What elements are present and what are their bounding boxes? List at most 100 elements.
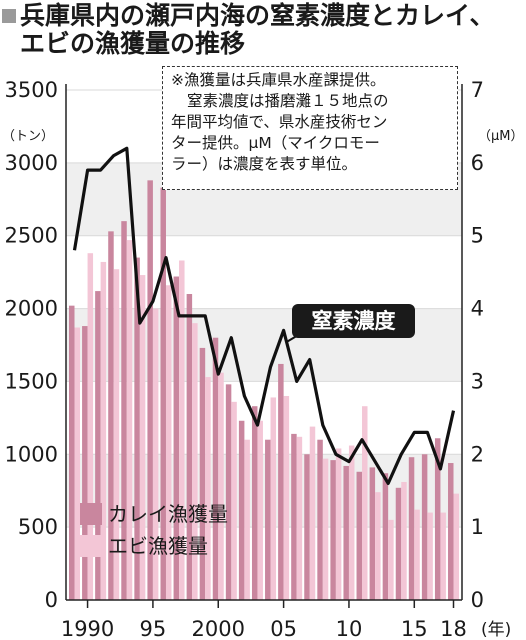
bar-flounder xyxy=(238,420,245,600)
tick-labels: 0 500 1000 1500 2000 2500 3000 3500 0 1 2 3 4 5 6 7 1990… xyxy=(5,78,484,640)
bar-shrimp xyxy=(453,493,459,600)
bar-shrimp xyxy=(322,458,329,600)
bar-shrimp xyxy=(257,420,263,600)
x-tick-label: 1990 xyxy=(61,617,114,640)
right-tick-label: 7 xyxy=(471,78,484,102)
bar-flounder xyxy=(317,439,323,600)
bar-shrimp xyxy=(414,509,420,600)
bar-shrimp xyxy=(74,327,80,600)
bar-flounder xyxy=(173,276,180,600)
x-tick-label: 95 xyxy=(140,617,167,640)
bar-flounder xyxy=(421,454,428,600)
bar-shrimp xyxy=(139,275,146,600)
bar-flounder xyxy=(225,384,232,600)
bar-flounder xyxy=(448,463,454,600)
x-tick-label: 15 xyxy=(401,617,428,640)
bar-flounder xyxy=(251,406,258,600)
right-tick-label: 5 xyxy=(471,224,484,248)
bar-flounder xyxy=(395,487,402,600)
note-line: ※漁獲量は兵庫県水産課提供。 xyxy=(171,71,386,89)
bar-flounder xyxy=(108,231,114,601)
bar-flounder xyxy=(291,433,297,600)
bar-flounder xyxy=(186,294,193,600)
left-tick-label: 2500 xyxy=(5,224,58,248)
legend-swatch-shrimp xyxy=(80,535,102,557)
bar-flounder xyxy=(369,467,376,600)
bar-flounder xyxy=(82,326,88,600)
bar-flounder xyxy=(160,187,166,600)
note-line: ラー）は濃度を表す単位。 xyxy=(171,155,358,173)
x-tick-label: 18 xyxy=(440,617,467,640)
legend-item-shrimp: エビ漁獲量 xyxy=(80,530,228,562)
bar-shrimp xyxy=(192,323,198,600)
bar-flounder xyxy=(434,438,441,600)
bar-shrimp xyxy=(152,308,159,600)
title-line-2: エビの漁獲量の推移 xyxy=(20,29,246,58)
bar-shrimp xyxy=(362,406,368,600)
bar-flounder xyxy=(199,347,206,600)
bar-shrimp xyxy=(231,401,237,600)
bar-flounder xyxy=(278,363,284,600)
bar-flounder xyxy=(212,337,219,600)
bar-shrimp xyxy=(401,481,407,600)
left-tick-label: 1500 xyxy=(5,369,58,393)
bar-shrimp xyxy=(388,519,394,600)
bar-shrimp xyxy=(218,372,224,600)
source-note: ※漁獲量は兵庫県水産課提供。 窒素濃度は播磨灘１５地点の 年間平均値で、県水産技… xyxy=(162,66,458,190)
bar-shrimp xyxy=(179,260,185,600)
bar-flounder xyxy=(147,180,153,601)
left-tick-label: 2000 xyxy=(5,297,58,321)
left-tick-label: 3500 xyxy=(5,78,58,102)
note-line: 年間平均値で、県水産技術セン xyxy=(171,113,388,131)
bar-shrimp xyxy=(375,492,381,600)
right-tick-label: 6 xyxy=(471,151,484,175)
bar-flounder xyxy=(356,471,363,600)
right-tick-label: 0 xyxy=(471,588,484,612)
bar-shrimp xyxy=(309,426,316,600)
legend: カレイ漁獲量 エビ漁獲量 xyxy=(80,498,228,562)
bar-series xyxy=(69,180,459,601)
bar-flounder xyxy=(95,291,101,600)
nitrogen-callout-label: 窒素濃度 xyxy=(292,304,415,338)
bar-shrimp xyxy=(126,240,133,601)
bar-shrimp xyxy=(100,261,107,600)
bar-flounder xyxy=(343,465,349,600)
left-tick-label: 1000 xyxy=(5,442,58,466)
bar-shrimp xyxy=(296,436,303,600)
note-line: ター提供。μM（マイクロモー xyxy=(171,134,380,152)
legend-label-flounder: カレイ漁獲量 xyxy=(108,502,228,526)
bar-shrimp xyxy=(205,377,211,600)
bar-flounder xyxy=(121,221,127,600)
bar-shrimp xyxy=(113,269,120,600)
title-line-1: 兵庫県内の瀬戸内海の窒素濃度とカレイ、 xyxy=(0,2,526,30)
bar-flounder xyxy=(304,454,310,600)
x-tick-label: 10 xyxy=(336,617,363,640)
bar-shrimp xyxy=(165,285,172,600)
note-line: 窒素濃度は播磨灘１５地点の xyxy=(187,92,389,110)
bar-shrimp xyxy=(270,397,277,600)
right-tick-label: 2 xyxy=(471,442,484,466)
title-marker-icon xyxy=(2,8,16,23)
right-tick-label: 1 xyxy=(471,515,484,539)
right-tick-label: 3 xyxy=(471,369,484,393)
bar-flounder xyxy=(408,457,415,600)
legend-swatch-flounder xyxy=(80,503,102,525)
bar-flounder xyxy=(265,439,271,600)
left-tick-label: 500 xyxy=(18,515,58,539)
axes xyxy=(65,84,463,608)
left-axis-unit: （トン） xyxy=(2,129,54,144)
chart-title: 兵庫県内の瀬戸内海の窒素濃度とカレイ、 エビの漁獲量の推移 xyxy=(0,2,526,58)
bar-shrimp xyxy=(348,445,355,600)
left-tick-label: 0 xyxy=(45,588,58,612)
bar-shrimp xyxy=(335,448,342,600)
x-tick-label: 05 xyxy=(270,617,297,640)
x-tick-label: 2000 xyxy=(192,617,245,640)
bar-shrimp xyxy=(440,512,446,600)
legend-label-shrimp: エビ漁獲量 xyxy=(108,534,208,558)
title-text-1: 兵庫県内の瀬戸内海の窒素濃度とカレイ、 xyxy=(20,1,495,30)
bar-flounder xyxy=(134,257,140,600)
right-tick-label: 4 xyxy=(471,297,484,321)
bar-shrimp xyxy=(87,253,94,600)
bar-shrimp xyxy=(283,396,290,600)
right-axis-unit: （μM） xyxy=(478,129,524,144)
